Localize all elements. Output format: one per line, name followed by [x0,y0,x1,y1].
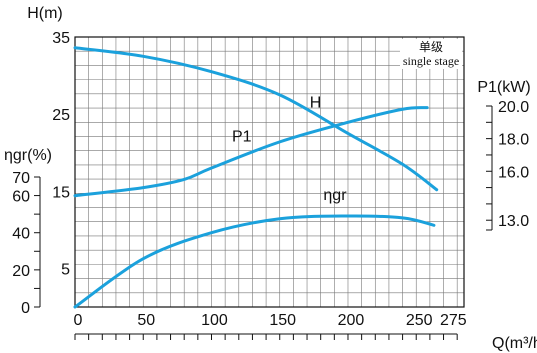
curve-p1 [73,106,429,198]
eta-axis-title: ηgr(%) [4,147,52,164]
q-tick-label: 0 [74,312,83,329]
q-tick-label: 200 [338,312,365,329]
eta-tick-label: 60 [12,189,30,206]
p1-tick-label: 16.0 [498,164,529,181]
curves: H P1 ηgr [73,46,439,309]
plot-frame [74,36,465,308]
curve-label-eta: ηgr [323,187,347,204]
eta-tick-label: 40 [12,226,30,243]
h-tick-label: 5 [61,261,70,278]
q-tick-label: 250 [406,312,433,329]
p1-tick-label: 20.0 [498,99,529,116]
q-axis-title: Q(m³/h) [492,335,537,352]
q-tick-label: 50 [137,312,155,329]
eta-tick-label: 0 [21,300,30,317]
curve-eta [73,214,436,309]
note-line-2: single stage [403,54,459,68]
curve-label-p1: P1 [232,129,252,146]
curve-h [73,46,439,192]
single-stage-note: 单级 single stage [400,39,462,69]
grid [75,37,464,307]
q-tick-label: 100 [201,312,228,329]
h-axis-title: H(m) [27,5,63,22]
p1-tick-label: 18.0 [498,132,529,149]
h-tick-label: 25 [52,107,70,124]
h-tick-label: 15 [52,184,70,201]
p1-axis-title: P1(kW) [477,79,530,96]
curve-label-h: H [310,94,322,111]
note-line-1: 单级 [419,40,443,54]
q-tick-label: 150 [269,312,296,329]
axes: 5 15 25 35 0 20 40 60 70 13.0 16.0 18.0 20.0 0 50 100 15… [12,30,529,340]
eta-tick-label: 20 [12,263,30,280]
eta-tick-label: 70 [12,170,30,187]
h-tick-label: 35 [52,30,70,47]
p1-tick-label: 13.0 [498,213,529,230]
q-tick-label: 275 [440,312,467,329]
